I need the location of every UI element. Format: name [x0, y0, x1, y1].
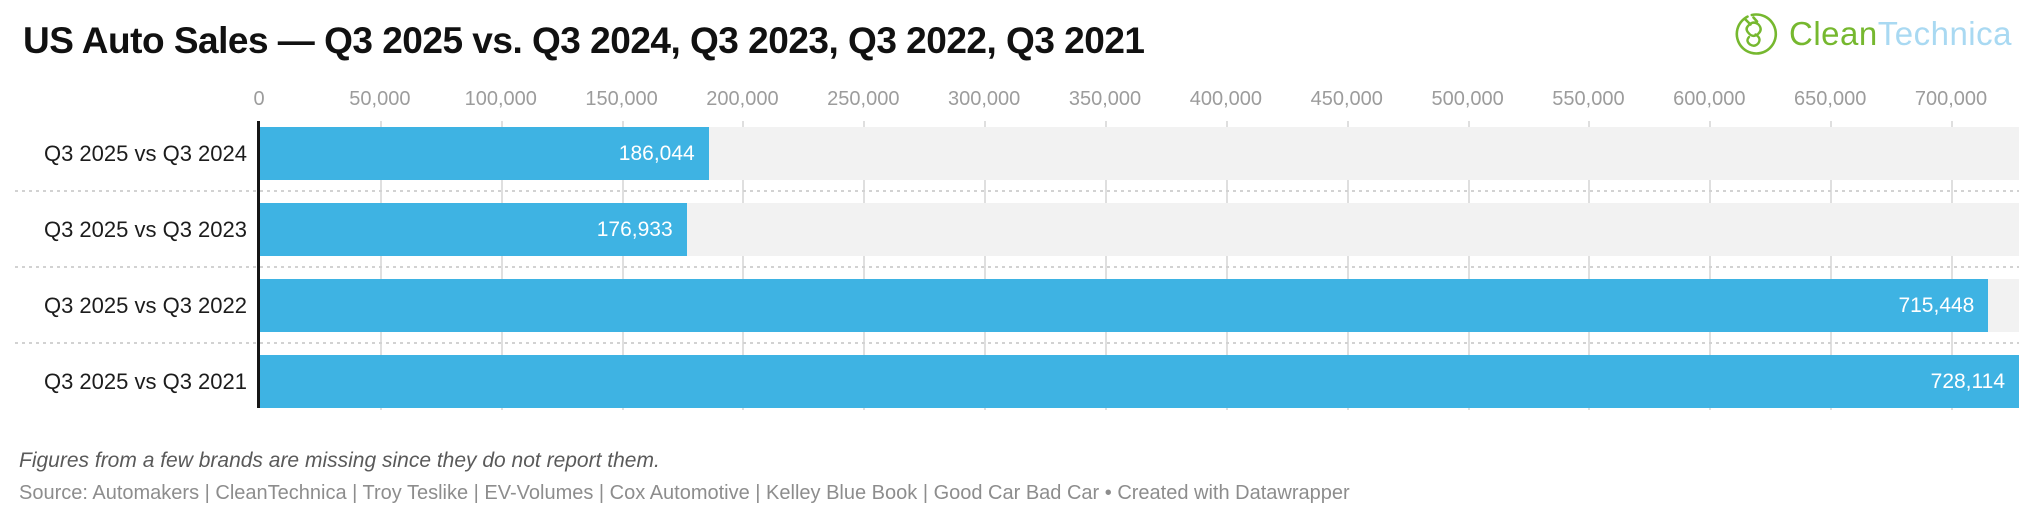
chart-note: Figures from a few brands are missing si… — [19, 449, 660, 472]
y-axis-line — [257, 121, 260, 408]
bar-value-label: 176,933 — [596, 217, 673, 241]
cleantechnica-plug-icon — [1735, 13, 1778, 55]
gridline — [1951, 121, 1954, 410]
chart-title: US Auto Sales — Q3 2025 vs. Q3 2024, Q3 … — [23, 20, 1145, 61]
gridline — [1225, 121, 1228, 410]
x-axis: 0 50,000 100,000 150,000 200,000 250,000 300,0… — [253, 88, 2019, 116]
row-label: Q3 2025 vs Q3 2023 — [43, 216, 247, 242]
row-separator — [15, 266, 2019, 268]
x-axis-tick-label: 50,000 — [349, 88, 411, 110]
bar[interactable]: 176,933 — [259, 203, 687, 256]
x-axis-tick-label: 650,000 — [1794, 88, 1867, 110]
bar-row: Q3 2025 vs Q3 2023 176,933 — [44, 203, 2019, 256]
gridline — [984, 121, 987, 410]
x-axis-tick-label: 350,000 — [1068, 88, 1142, 110]
logo-wordmark: CleanTechnica — [1789, 15, 2012, 53]
gridline — [1588, 121, 1591, 410]
x-axis-tick-label: 0 — [253, 88, 265, 110]
x-axis-tick-label: 250,000 — [827, 88, 900, 110]
x-axis-tick-label: 200,000 — [706, 88, 779, 110]
gridline — [500, 121, 503, 410]
source-line: Source: Automakers | CleanTechnica | Tro… — [19, 482, 1350, 504]
row-separator — [15, 190, 2019, 192]
x-axis-tick-label: 150,000 — [585, 88, 658, 110]
bar-value-label: 715,448 — [1898, 293, 1975, 317]
gridline — [742, 121, 745, 410]
logo-word-clean: Clean — [1789, 15, 1878, 52]
bar[interactable]: 728,114 — [259, 355, 2019, 408]
x-axis-tick-label: 500,000 — [1431, 88, 1504, 110]
gridline — [621, 121, 624, 410]
row-label: Q3 2025 vs Q3 2021 — [43, 368, 247, 394]
bar[interactable]: 186,044 — [259, 127, 709, 180]
x-axis-tick-label: 100,000 — [464, 88, 537, 110]
x-axis-tick-label: 300,000 — [948, 88, 1021, 110]
x-axis-tick-label: 700,000 — [1914, 88, 1988, 110]
row-label: Q3 2025 vs Q3 2022 — [43, 292, 247, 318]
logo-word-technica: Technica — [1877, 15, 2012, 52]
x-axis-tick-label: 450,000 — [1310, 88, 1383, 110]
x-axis-tick-label: 600,000 — [1673, 88, 1746, 110]
cleantechnica-logo: CleanTechnica — [1734, 10, 2012, 58]
gridline — [379, 121, 382, 410]
gridline — [1346, 121, 1349, 410]
bar-row: Q3 2025 vs Q3 2022 715,448 — [44, 279, 2019, 332]
bar[interactable]: 715,448 — [259, 279, 1989, 332]
gridline — [1467, 121, 1470, 410]
gridline — [863, 121, 866, 410]
bar-row: Q3 2025 vs Q3 2024 186,044 — [44, 127, 2019, 180]
x-axis-tick-label: 550,000 — [1552, 88, 1625, 110]
gridline — [1830, 121, 1833, 410]
bar-value-label: 186,044 — [618, 141, 695, 165]
bar-row: Q3 2025 vs Q3 2021 728,114 — [44, 355, 2019, 408]
bar-value-label: 728,114 — [1930, 369, 2005, 393]
plot-area: Q3 2025 vs Q3 2024 186,044 Q3 2025 vs Q3 2… — [15, 121, 2019, 410]
row-label: Q3 2025 vs Q3 2024 — [43, 140, 247, 166]
gridline — [1709, 121, 1712, 410]
gridline — [1105, 121, 1108, 410]
x-axis-tick-label: 400,000 — [1189, 88, 1263, 110]
row-separator — [15, 342, 2019, 344]
